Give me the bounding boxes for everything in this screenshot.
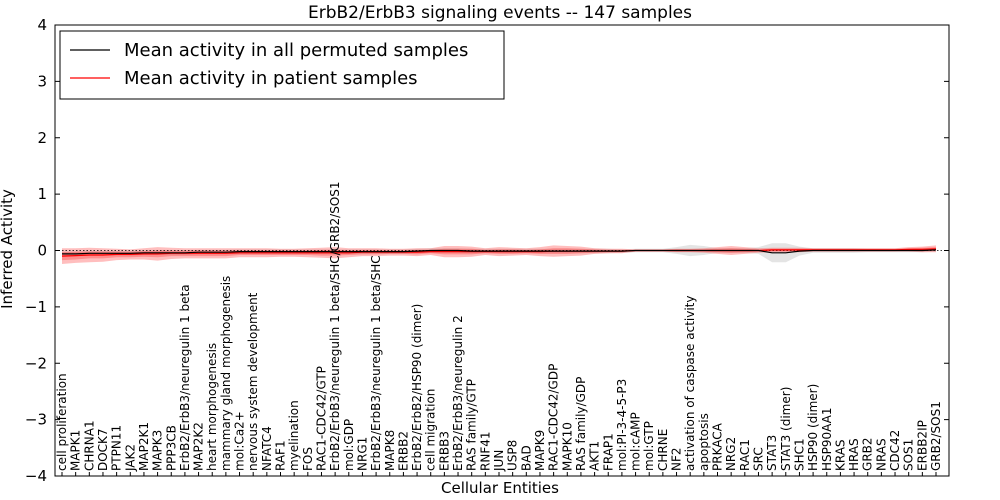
x-tick-label: FRAP1 xyxy=(601,433,615,471)
x-tick-label: RAC1-CDC42/GDP xyxy=(547,364,561,471)
x-tick-label: PRKACA xyxy=(711,422,725,471)
x-tick-label: JUN xyxy=(492,450,506,472)
y-tick-label: 3 xyxy=(37,72,47,90)
x-tick-label: NRAS xyxy=(874,438,888,471)
plot-frame xyxy=(54,24,950,477)
x-tick-label: MAPK3 xyxy=(151,430,165,471)
y-tick-label: 2 xyxy=(37,129,47,147)
x-tick-label: activation of caspase activity xyxy=(683,296,697,471)
x-tick-label: MAPK10 xyxy=(560,422,574,471)
x-tick-label: mol:Ca2+ xyxy=(233,411,247,471)
x-tick-label: KRAS xyxy=(833,439,847,471)
y-tick-label: 4 xyxy=(37,16,47,34)
x-tick-label: ERBB3 xyxy=(437,431,451,471)
x-tick-label: ERBB2 xyxy=(396,431,410,471)
x-tick-label: USP8 xyxy=(506,440,520,471)
x-tick-label: MAPK8 xyxy=(383,430,397,471)
x-tick-label: ErbB2/ErbB3/neuregulin 2 xyxy=(451,315,465,471)
x-tick-label: RNF41 xyxy=(478,431,492,471)
legend-label-permuted: Mean activity in all permuted samples xyxy=(124,40,468,61)
x-tick-label: NRG2 xyxy=(724,437,738,471)
x-tick-label: GRB2 xyxy=(861,437,875,471)
x-tick-label: GRB2/SOS1 xyxy=(929,401,943,471)
x-tick-label: FOS xyxy=(301,447,315,471)
x-ticks: cell proliferation MAPK1 CHRNA1 DOCK7 PTPN11… xyxy=(55,181,943,476)
x-tick-label: DOCK7 xyxy=(96,428,110,471)
x-tick-label: SOS1 xyxy=(902,439,916,471)
x-tick-label: myelination xyxy=(287,400,301,471)
x-tick-label: CDC42 xyxy=(888,430,902,471)
lines-layer xyxy=(55,248,949,257)
y-tick-label: 1 xyxy=(37,185,47,203)
y-tick-label: 0 xyxy=(37,242,47,260)
x-tick-label: mammary gland morphogenesis xyxy=(219,276,233,471)
x-tick-label: AKT1 xyxy=(588,441,602,471)
x-tick-label: PPP3CB xyxy=(164,425,178,471)
x-tick-label: NRG1 xyxy=(355,437,369,471)
x-tick-label: RAC1-CDC42/GTP xyxy=(315,366,329,471)
x-tick-label: mol:GDP xyxy=(342,419,356,471)
x-tick-label: apoptosis xyxy=(697,413,711,471)
x-tick-label: cell proliferation xyxy=(55,373,69,471)
x-tick-label: JAK2 xyxy=(123,444,137,472)
x-tick-label: mol:cAMP xyxy=(629,412,643,471)
x-tick-label: RAS family/GDP xyxy=(574,377,588,471)
y-tick-label: −1 xyxy=(25,298,47,316)
legend-box xyxy=(59,30,505,100)
x-tick-label: BAD xyxy=(519,445,533,471)
legend: Mean activity in all permuted samples Me… xyxy=(59,30,505,100)
y-tick-label: −3 xyxy=(25,411,47,429)
x-tick-label: RAC1 xyxy=(738,439,752,471)
x-tick-label: CHRNA1 xyxy=(82,420,96,471)
x-tick-label: MAP2K2 xyxy=(192,422,206,471)
x-tick-label: CHRNE xyxy=(656,429,670,471)
x-tick-label: ErbB2/ErbB3/neuregulin 1 beta xyxy=(178,284,192,471)
x-tick-label: NF2 xyxy=(670,447,684,471)
y-tick-label: −4 xyxy=(25,467,47,485)
x-tick-label: MAPK1 xyxy=(69,430,83,471)
x-tick-label: MAPK9 xyxy=(533,430,547,471)
chart-title: ErbB2/ErbB3 signaling events -- 147 samp… xyxy=(308,3,692,23)
x-tick-label: ErbB2/ErbB3/neuregulin 1 beta/SHC xyxy=(369,255,383,471)
x-axis-label: Cellular Entities xyxy=(441,479,559,497)
x-tick-label: cell migration xyxy=(424,389,438,471)
x-tick-label: MAP2K1 xyxy=(137,422,151,471)
x-tick-label: HRAS xyxy=(847,438,861,471)
x-tick-label: PTPN11 xyxy=(110,425,124,471)
x-tick-label: nervous system development xyxy=(246,292,260,471)
x-tick-label: mol:PI-3-4-5-P3 xyxy=(615,379,629,471)
x-tick-label: HSP90 (dimer) xyxy=(806,384,820,471)
x-tick-label: STAT3 (dimer) xyxy=(779,387,793,471)
x-tick-label: HSP90AA1 xyxy=(820,408,834,472)
x-tick-label: ErbB2/ErbB3/neuregulin 1 beta/SHC/GRB2/S… xyxy=(328,181,342,471)
x-tick-label: SRC xyxy=(752,447,766,471)
x-tick-label: heart morphogenesis xyxy=(205,343,219,471)
x-tick-label: STAT3 xyxy=(765,435,779,471)
x-tick-label: RAF1 xyxy=(274,440,288,471)
x-tick-label: mol:GTP xyxy=(642,421,656,471)
permuted-band xyxy=(62,243,936,263)
x-tick-label: SHC1 xyxy=(792,438,806,471)
y-axis-label: Inferred Activity xyxy=(0,189,16,309)
y-ticks: −4 −3 −2 −1 0 1 2 3 4 xyxy=(25,16,949,485)
legend-label-patient: Mean activity in patient samples xyxy=(124,68,418,89)
permuted-mean-line xyxy=(62,249,937,255)
x-tick-label: ERBB2IP xyxy=(915,420,929,471)
x-tick-label: RAS family/GTP xyxy=(465,379,479,471)
x-tick-label: NFATC4 xyxy=(260,426,274,471)
x-tick-label: ErbB2/ErbB2/HSP90 (dimer) xyxy=(410,304,424,471)
y-tick-label: −2 xyxy=(25,354,47,372)
